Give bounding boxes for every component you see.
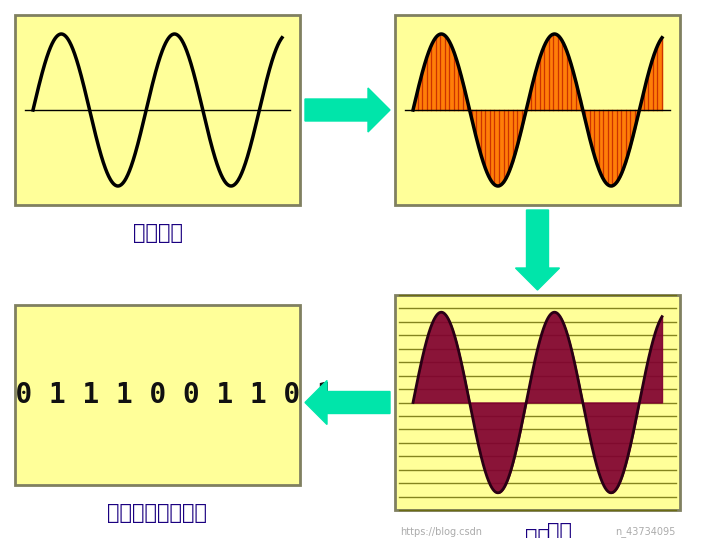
FancyBboxPatch shape (395, 15, 680, 205)
Polygon shape (305, 88, 390, 132)
Polygon shape (305, 380, 390, 424)
Text: n_43734095: n_43734095 (615, 527, 675, 537)
Text: 0 0 1 1 1 0 0 1 1 0 1: 0 0 1 1 1 0 0 1 1 0 1 (0, 381, 334, 409)
FancyBboxPatch shape (395, 295, 680, 510)
Text: 模拟信号: 模拟信号 (132, 223, 182, 243)
Text: 量化: 量化 (547, 522, 573, 538)
FancyBboxPatch shape (15, 305, 300, 485)
Text: 采样: 采样 (525, 223, 550, 243)
FancyBboxPatch shape (15, 15, 300, 205)
Text: https://blog.csdn: https://blog.csdn (400, 527, 482, 537)
Text: 量化: 量化 (525, 528, 550, 538)
Polygon shape (515, 210, 559, 290)
Text: 数字信号（编码）: 数字信号（编码） (107, 503, 207, 523)
